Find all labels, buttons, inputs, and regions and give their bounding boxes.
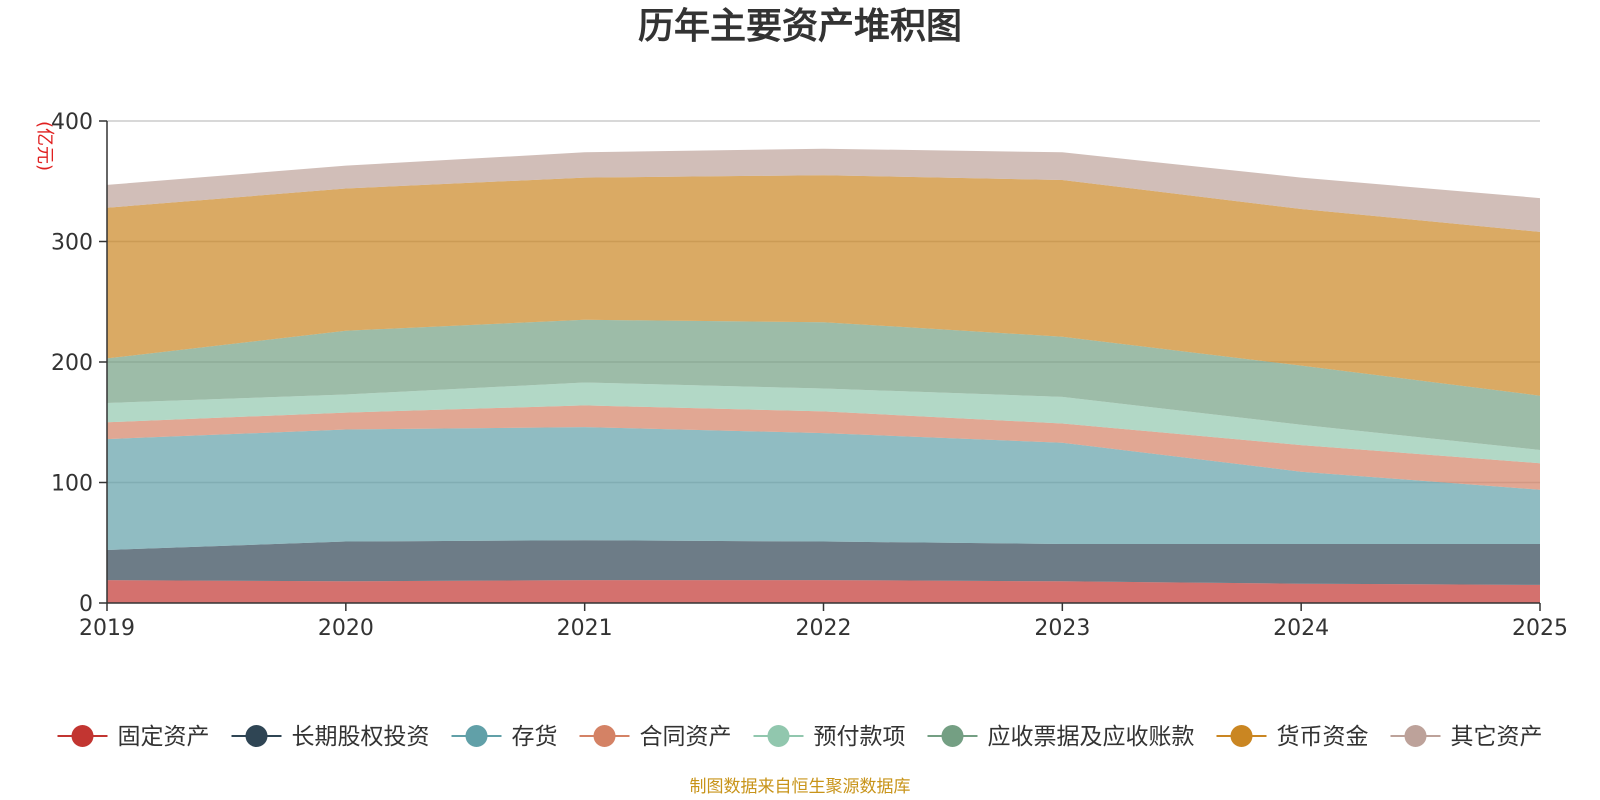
legend-label: 预付款项 bbox=[814, 724, 906, 750]
area-series-6[interactable] bbox=[107, 319, 1540, 450]
legend-marker bbox=[593, 725, 616, 747]
legend-item-4[interactable]: 合同资产 bbox=[579, 724, 732, 750]
legend-label: 货币资金 bbox=[1277, 724, 1369, 750]
x-tick-label-2021: 2021 bbox=[557, 616, 613, 641]
x-tick-label-2019: 2019 bbox=[79, 616, 135, 641]
legend-label: 其它资产 bbox=[1451, 724, 1543, 750]
legend-marker bbox=[767, 725, 790, 747]
legend-item-8[interactable]: 其它资产 bbox=[1390, 724, 1543, 750]
axes: 0 100 200 300 400 2019 2020 2021 2022 2023 2024 202… bbox=[51, 110, 1568, 641]
legend-label: 存货 bbox=[512, 724, 558, 750]
area-series-8[interactable] bbox=[107, 148, 1540, 232]
legend-label: 长期股权投资 bbox=[292, 724, 430, 750]
legend-marker bbox=[941, 725, 964, 747]
legend-label: 合同资产 bbox=[640, 724, 732, 750]
x-tick-label-2023: 2023 bbox=[1034, 616, 1090, 641]
area-series-7[interactable] bbox=[107, 175, 1540, 396]
y-tick-label-400: 400 bbox=[51, 110, 93, 135]
legend-item-1[interactable]: 固定资产 bbox=[57, 724, 210, 750]
x-tick-label-2024: 2024 bbox=[1273, 616, 1329, 641]
legend-item-3[interactable]: 存货 bbox=[451, 724, 558, 750]
chart-title: 历年主要资产堆积图 bbox=[638, 6, 962, 47]
legend-item-6[interactable]: 应收票据及应收账款 bbox=[927, 724, 1195, 750]
y-tick-label-100: 100 bbox=[51, 472, 93, 497]
data-source-note: 制图数据来自恒生聚源数据库 bbox=[690, 777, 911, 797]
legend-label: 应收票据及应收账款 bbox=[988, 724, 1195, 750]
area-series-2[interactable] bbox=[107, 540, 1540, 585]
legend-marker bbox=[1230, 725, 1253, 747]
legend-label: 固定资产 bbox=[118, 724, 210, 750]
legend-marker bbox=[245, 725, 268, 747]
area-series-3[interactable] bbox=[107, 427, 1540, 550]
y-tick-label-300: 300 bbox=[51, 231, 93, 256]
legend-marker bbox=[71, 725, 94, 747]
legend-item-5[interactable]: 预付款项 bbox=[753, 724, 906, 750]
legend-item-7[interactable]: 货币资金 bbox=[1216, 724, 1369, 750]
area-series-4[interactable] bbox=[107, 405, 1540, 490]
x-tick-label-2022: 2022 bbox=[796, 616, 852, 641]
legend-marker bbox=[465, 725, 488, 747]
y-axis-unit: (亿元) bbox=[34, 121, 55, 171]
legend-marker bbox=[1404, 725, 1427, 747]
legend-item-2[interactable]: 长期股权投资 bbox=[231, 724, 430, 750]
y-tick-label-0: 0 bbox=[79, 592, 93, 617]
legend[interactable]: 固定资产 长期股权投资 存货 合同资产 预付款项 应收票据及应收账款 货币资金 其它资产 bbox=[57, 724, 1543, 750]
x-tick-label-2025: 2025 bbox=[1512, 616, 1568, 641]
area-series-group bbox=[107, 148, 1540, 603]
area-series-1[interactable] bbox=[107, 580, 1540, 603]
y-tick-label-200: 200 bbox=[51, 351, 93, 376]
x-tick-label-2020: 2020 bbox=[318, 616, 374, 641]
area-series-5[interactable] bbox=[107, 382, 1540, 464]
